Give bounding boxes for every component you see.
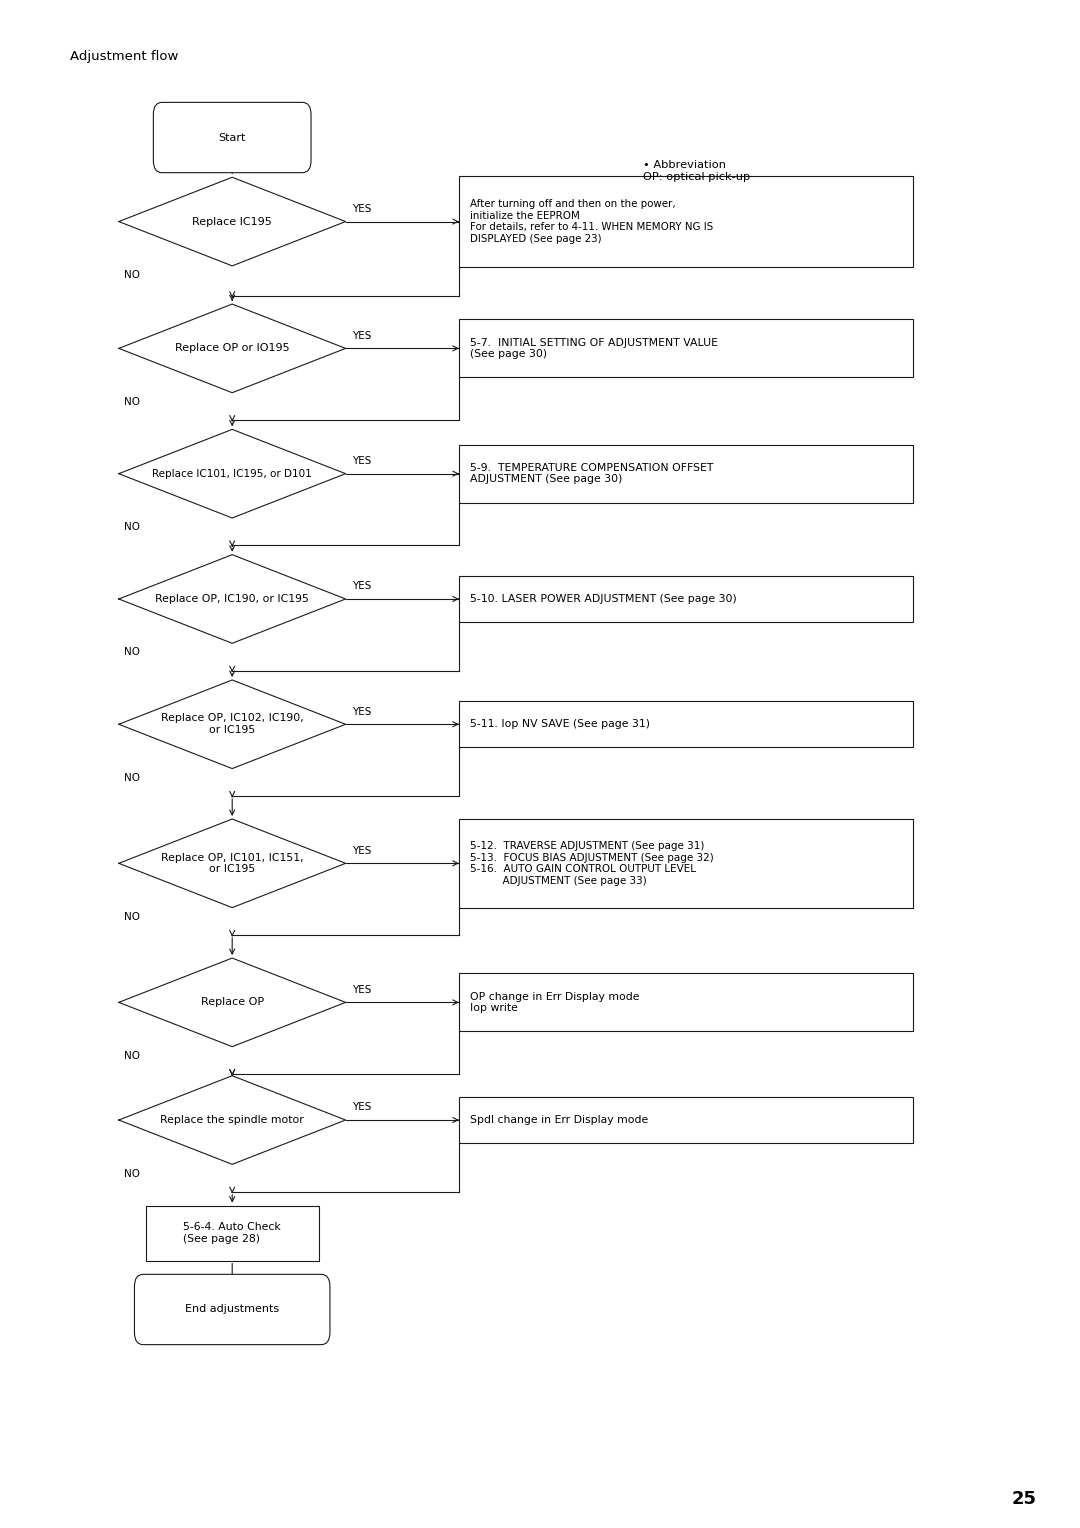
Text: Replace IC195: Replace IC195 [192, 217, 272, 226]
Bar [459, 1097, 913, 1143]
Text: Replace OP, IC101, IC151,
or IC195: Replace OP, IC101, IC151, or IC195 [161, 853, 303, 874]
Bar [459, 819, 913, 908]
Text: NO: NO [124, 523, 140, 532]
Bar [459, 576, 913, 622]
Text: After turning off and then on the power,
initialize the EEPROM
For details, refe: After turning off and then on the power,… [470, 199, 713, 244]
Text: YES: YES [352, 706, 372, 717]
Text: • Abbreviation
OP: optical pick-up: • Abbreviation OP: optical pick-up [643, 160, 750, 182]
Bar [459, 445, 913, 503]
Bar [146, 1206, 319, 1261]
Text: NO: NO [124, 773, 140, 782]
Text: Replace OP, IC102, IC190,
or IC195: Replace OP, IC102, IC190, or IC195 [161, 714, 303, 735]
Text: NO: NO [124, 270, 140, 280]
Text: YES: YES [352, 1102, 372, 1112]
FancyBboxPatch shape [135, 1274, 330, 1345]
Text: YES: YES [352, 203, 372, 214]
Text: 25: 25 [1012, 1490, 1037, 1508]
Text: Start: Start [218, 133, 246, 142]
FancyBboxPatch shape [153, 102, 311, 173]
Bar [459, 176, 913, 267]
Text: 5-7.  INITIAL SETTING OF ADJUSTMENT VALUE
(See page 30): 5-7. INITIAL SETTING OF ADJUSTMENT VALUE… [470, 338, 718, 359]
Text: NO: NO [124, 912, 140, 921]
Text: End adjustments: End adjustments [185, 1305, 280, 1314]
Bar [459, 319, 913, 377]
Text: NO: NO [124, 648, 140, 657]
Text: 5-11. Iop NV SAVE (See page 31): 5-11. Iop NV SAVE (See page 31) [470, 720, 650, 729]
Text: NO: NO [124, 1051, 140, 1060]
Text: YES: YES [352, 984, 372, 995]
Text: Replace IC101, IC195, or D101: Replace IC101, IC195, or D101 [152, 469, 312, 478]
Text: 5-9.  TEMPERATURE COMPENSATION OFFSET
ADJUSTMENT (See page 30): 5-9. TEMPERATURE COMPENSATION OFFSET ADJ… [470, 463, 713, 484]
Text: YES: YES [352, 845, 372, 856]
Text: Spdl change in Err Display mode: Spdl change in Err Display mode [470, 1115, 648, 1125]
Text: YES: YES [352, 455, 372, 466]
Text: Replace the spindle motor: Replace the spindle motor [160, 1115, 305, 1125]
Text: Replace OP or IO195: Replace OP or IO195 [175, 344, 289, 353]
Bar [459, 973, 913, 1031]
Text: 5-6-4. Auto Check
(See page 28): 5-6-4. Auto Check (See page 28) [184, 1222, 281, 1244]
Text: YES: YES [352, 581, 372, 591]
Text: NO: NO [124, 397, 140, 406]
Text: 5-10. LASER POWER ADJUSTMENT (See page 30): 5-10. LASER POWER ADJUSTMENT (See page 3… [470, 594, 737, 604]
Bar [459, 701, 913, 747]
Text: OP change in Err Display mode
Iop write: OP change in Err Display mode Iop write [470, 992, 639, 1013]
Text: NO: NO [124, 1169, 140, 1178]
Text: 5-12.  TRAVERSE ADJUSTMENT (See page 31)
5-13.  FOCUS BIAS ADJUSTMENT (See page : 5-12. TRAVERSE ADJUSTMENT (See page 31) … [470, 840, 714, 886]
Text: Adjustment flow: Adjustment flow [70, 50, 178, 63]
Text: Replace OP, IC190, or IC195: Replace OP, IC190, or IC195 [156, 594, 309, 604]
Text: YES: YES [352, 330, 372, 341]
Text: Replace OP: Replace OP [201, 998, 264, 1007]
